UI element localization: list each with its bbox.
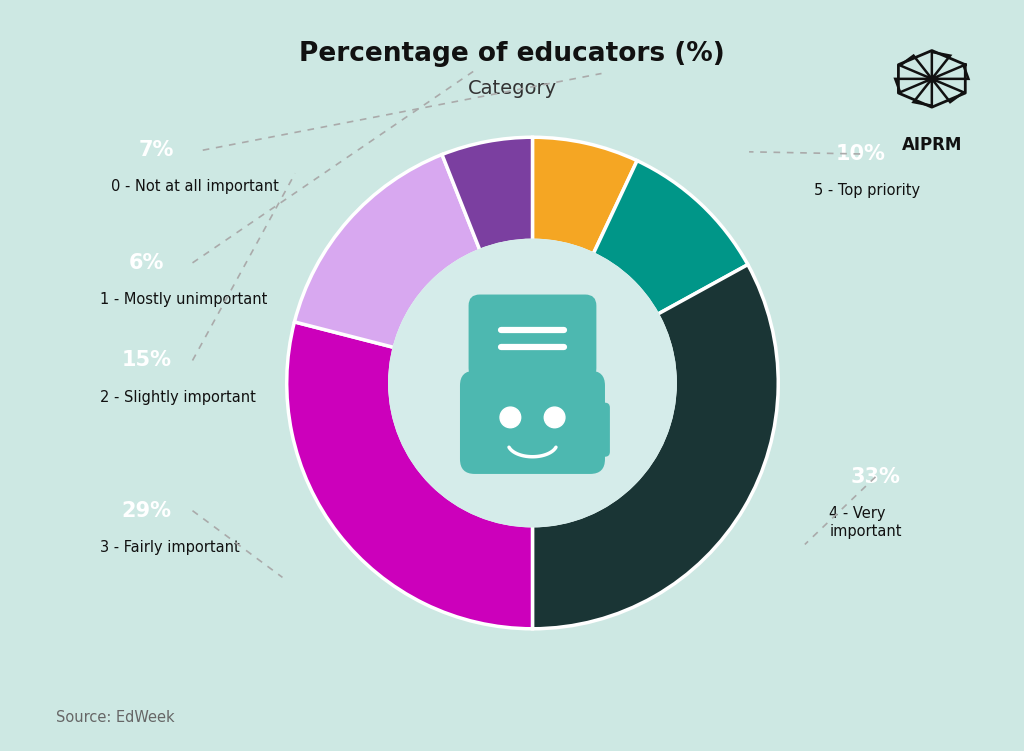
Text: 33%: 33% xyxy=(851,467,900,487)
Text: Source: EdWeek: Source: EdWeek xyxy=(56,710,175,725)
Text: 29%: 29% xyxy=(122,501,171,520)
FancyBboxPatch shape xyxy=(586,403,610,457)
Text: 3 - Fairly important: 3 - Fairly important xyxy=(100,540,240,555)
Wedge shape xyxy=(532,264,778,629)
Wedge shape xyxy=(287,322,532,629)
Wedge shape xyxy=(442,137,532,251)
Circle shape xyxy=(500,407,520,428)
FancyBboxPatch shape xyxy=(460,371,605,474)
Text: 7%: 7% xyxy=(139,140,174,160)
Text: Category: Category xyxy=(467,79,557,98)
Circle shape xyxy=(389,240,676,526)
Text: 0 - Not at all important: 0 - Not at all important xyxy=(111,179,279,195)
Text: 6%: 6% xyxy=(129,253,164,273)
Text: 4 - Very
important: 4 - Very important xyxy=(829,506,902,538)
Wedge shape xyxy=(532,137,637,254)
Circle shape xyxy=(545,407,565,428)
FancyBboxPatch shape xyxy=(469,294,596,379)
Text: 15%: 15% xyxy=(122,351,171,370)
FancyBboxPatch shape xyxy=(470,403,495,457)
Text: AIPRM: AIPRM xyxy=(902,136,962,154)
Text: 5 - Top priority: 5 - Top priority xyxy=(814,183,921,198)
Polygon shape xyxy=(518,368,547,388)
Text: Percentage of educators (%): Percentage of educators (%) xyxy=(299,41,725,68)
Wedge shape xyxy=(593,161,748,315)
Wedge shape xyxy=(295,155,480,348)
Text: 1 - Mostly unimportant: 1 - Mostly unimportant xyxy=(100,292,267,307)
Text: 10%: 10% xyxy=(836,144,885,164)
Text: 2 - Slightly important: 2 - Slightly important xyxy=(100,390,256,405)
